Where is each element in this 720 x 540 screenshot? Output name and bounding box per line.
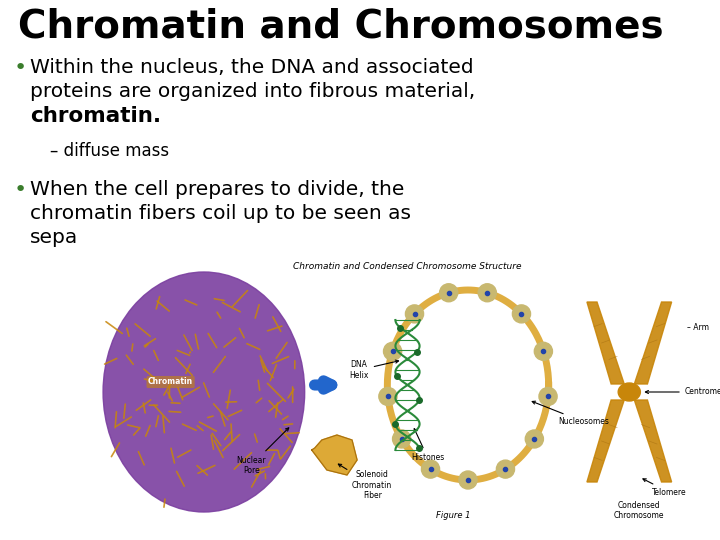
Ellipse shape [618, 383, 640, 401]
Text: Nuclear
Pore: Nuclear Pore [236, 428, 289, 475]
Ellipse shape [539, 388, 557, 406]
Ellipse shape [526, 430, 544, 448]
Ellipse shape [392, 430, 410, 448]
Text: Chromatin and Chromosomes: Chromatin and Chromosomes [18, 8, 664, 46]
Text: – Arm: – Arm [687, 322, 708, 332]
Text: sepa: sepa [30, 228, 78, 247]
Ellipse shape [405, 305, 423, 323]
Text: Telomere: Telomere [643, 479, 687, 497]
Polygon shape [312, 435, 357, 475]
Ellipse shape [496, 460, 515, 478]
Text: Chromatin: Chromatin [148, 377, 193, 387]
Ellipse shape [103, 272, 305, 512]
Ellipse shape [534, 342, 552, 360]
Ellipse shape [513, 305, 531, 323]
Polygon shape [634, 400, 672, 482]
Ellipse shape [421, 460, 440, 478]
Text: chromatin fibers coil up to be seen as: chromatin fibers coil up to be seen as [30, 204, 411, 223]
Ellipse shape [459, 471, 477, 489]
Text: Nucleosomes: Nucleosomes [532, 401, 610, 427]
Ellipse shape [478, 284, 496, 302]
Text: •: • [14, 180, 27, 200]
Text: Histones: Histones [411, 429, 444, 462]
Text: proteins are organized into fibrous material,: proteins are organized into fibrous mate… [30, 82, 475, 101]
Ellipse shape [379, 388, 397, 406]
Text: Centromere: Centromere [645, 388, 720, 396]
Text: •: • [14, 58, 27, 78]
Polygon shape [587, 302, 624, 384]
Text: Solenoid
Chromatin
Fiber: Solenoid Chromatin Fiber [338, 464, 392, 500]
Text: Condensed
Chromosome: Condensed Chromosome [614, 501, 665, 520]
Text: Figure 1: Figure 1 [436, 511, 470, 520]
Text: Within the nucleus, the DNA and associated: Within the nucleus, the DNA and associat… [30, 58, 474, 77]
Text: chromatin.: chromatin. [30, 106, 161, 126]
Polygon shape [587, 400, 624, 482]
Text: Chromatin and Condensed Chromosome Structure: Chromatin and Condensed Chromosome Struc… [293, 262, 522, 271]
Polygon shape [634, 302, 672, 384]
Ellipse shape [440, 284, 458, 302]
Text: – diffuse mass: – diffuse mass [50, 142, 169, 160]
Text: DNA
Helix: DNA Helix [349, 360, 399, 380]
Text: When the cell prepares to divide, the: When the cell prepares to divide, the [30, 180, 405, 199]
Ellipse shape [384, 342, 402, 360]
